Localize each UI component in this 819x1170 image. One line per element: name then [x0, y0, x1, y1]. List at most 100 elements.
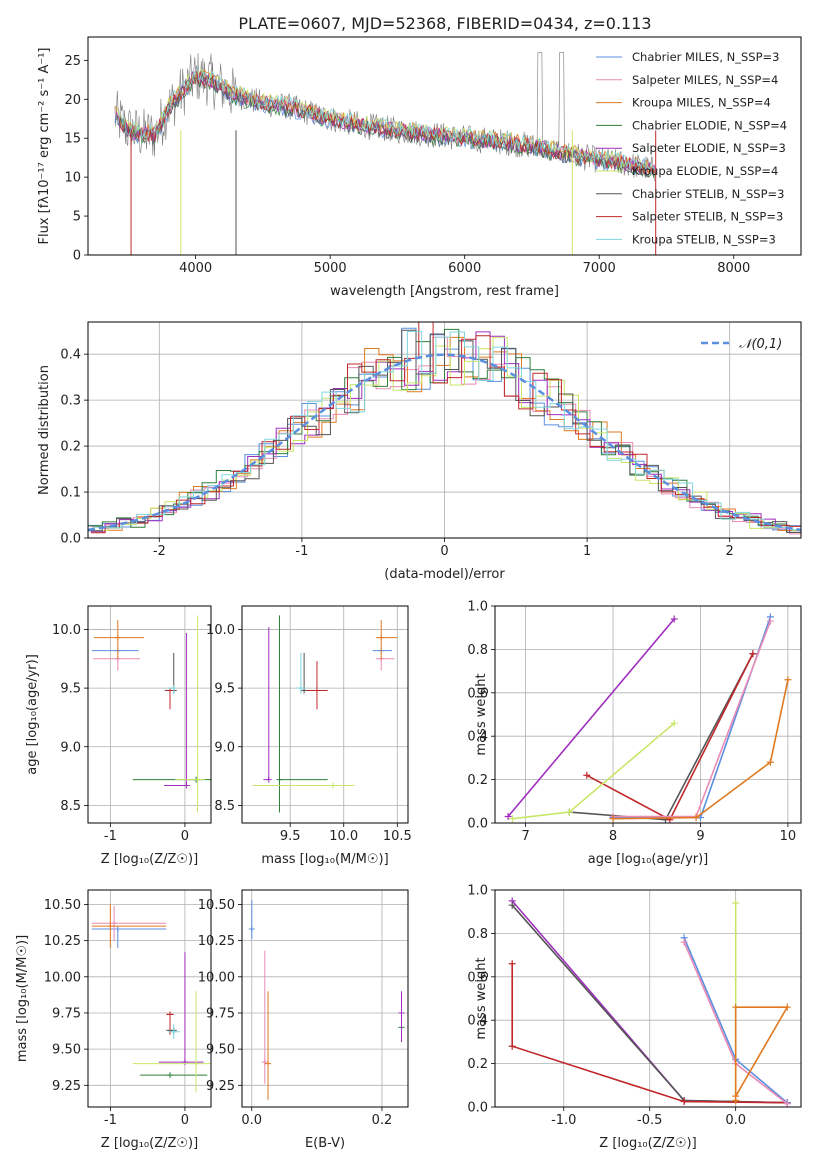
- x-tick-label: 0: [181, 829, 189, 844]
- data-point: [297, 685, 304, 692]
- y-tick-label: 9.50: [206, 1043, 235, 1058]
- mass-weight-point: [692, 814, 700, 822]
- y-tick-label: 9.25: [52, 1079, 81, 1094]
- y-tick-label: 0.8: [467, 643, 488, 658]
- y-tick-label: 9.0: [60, 740, 81, 755]
- mass-weight-vs-metallicity-panel: -1.0 -0.5 0.0 0.0 0.2 0.4 0.6 0.8 1.0 Z [log₁₀(Z/…: [467, 884, 802, 1151]
- mass-weight-line: [734, 1006, 789, 1101]
- mass-vs-extinction-panel: 0.0 0.2 9.25 9.50 9.75 10.00 10.25 10.50 E(B-V): [198, 889, 409, 1151]
- x-axis-label: (data-model)/error: [384, 567, 505, 582]
- legend-label: Salpeter STELIB, N_SSP=3: [632, 210, 783, 224]
- mass-weight-point: [504, 812, 512, 820]
- mass-weight-point: [508, 901, 516, 909]
- y-tick-label: 0.6: [467, 970, 488, 985]
- x-tick-label: 4000: [179, 261, 212, 276]
- model-spectrum-line: [117, 72, 656, 178]
- data-point: [248, 926, 255, 933]
- mass-weight-point: [732, 1003, 740, 1011]
- data-point: [107, 923, 114, 930]
- mass-weight-point: [732, 1092, 740, 1100]
- y-tick-label: 10.0: [206, 623, 235, 638]
- y-tick-label: 9.5: [214, 682, 235, 697]
- x-tick-label: 0: [181, 1113, 189, 1128]
- x-tick-label: 2: [726, 544, 734, 559]
- axes-frame: [494, 605, 802, 824]
- mass-weight-line: [613, 620, 772, 818]
- residual-histogram: [90, 336, 801, 535]
- x-tick-label: 9: [696, 829, 704, 844]
- y-tick-label: 20: [64, 93, 81, 108]
- x-tick-label: -2: [153, 544, 166, 559]
- y-tick-label: 0.6: [467, 686, 488, 701]
- y-tick-label: 0.2: [467, 773, 488, 788]
- y-tick-label: 10.50: [198, 898, 235, 913]
- legend-label: Chabrier ELODIE, N_SSP=4: [632, 118, 787, 132]
- mass-weight-point: [508, 1042, 516, 1050]
- x-axis-label: age [log₁₀(age/yr)]: [588, 852, 709, 867]
- data-point: [170, 1028, 177, 1035]
- plot-area: [248, 900, 405, 1100]
- data-point: [398, 1009, 405, 1016]
- x-axis-label: mass [log₁₀(M/M☉)]: [261, 852, 388, 867]
- x-tick-label: -1: [104, 829, 117, 844]
- y-tick-label: 9.50: [52, 1043, 81, 1058]
- axes-frame: [87, 605, 212, 824]
- y-tick-label: 1.0: [467, 600, 488, 615]
- x-axis-label: Z [log₁₀(Z/Z☉)]: [599, 1136, 696, 1151]
- data-point: [261, 1059, 268, 1066]
- y-tick-label: 9.0: [214, 740, 235, 755]
- mass-weight-point: [783, 1100, 791, 1107]
- model-spectrum-line: [115, 67, 655, 175]
- spectrum-panel: 4000 5000 6000 7000 8000 0 5 10 15 20 25 wavelength…: [37, 36, 802, 299]
- data-point: [378, 634, 385, 641]
- data-point: [276, 776, 283, 783]
- y-tick-label: 25: [64, 54, 81, 69]
- legend-label: Chabrier STELIB, N_SSP=3: [632, 187, 784, 201]
- model-spectrum-line: [117, 67, 657, 174]
- x-tick-label: 0.0: [241, 1113, 262, 1128]
- y-axis-label: age [log₁₀(age/yr)]: [25, 654, 40, 775]
- mass-weight-point: [670, 719, 678, 727]
- mass-weight-point: [609, 815, 617, 823]
- x-tick-label: 5000: [314, 261, 347, 276]
- x-tick-label: -1.0: [551, 1113, 576, 1128]
- mass-weight-point: [766, 617, 774, 625]
- data-point: [181, 1059, 188, 1066]
- data-point: [183, 782, 190, 789]
- age-vs-mass-panel: 9.5 10.0 10.5 8.5 9.0 9.5 10.0 mass [log₁₀(M/M☉…: [206, 605, 412, 867]
- mass-weight-vs-age-panel: 7 8 9 10 0.0 0.2 0.4 0.6 0.8 1.0 age [log₁₀(age/yr…: [467, 600, 802, 867]
- y-tick-label: 15: [64, 132, 81, 147]
- y-tick-label: 0.0: [467, 817, 488, 832]
- mass-weight-line: [507, 618, 675, 818]
- x-tick-label: 7000: [583, 261, 616, 276]
- y-tick-label: 9.25: [206, 1079, 235, 1094]
- y-tick-label: 0: [73, 249, 81, 264]
- y-axis-label: Normed distribution: [37, 365, 52, 495]
- mass-weight-point: [583, 771, 591, 779]
- y-tick-label: 1.0: [467, 884, 488, 899]
- plot-area: [504, 613, 792, 823]
- data-point: [265, 1060, 272, 1067]
- x-tick-label: 1: [583, 544, 591, 559]
- plot-area: [91, 615, 211, 813]
- residual-histogram: [93, 331, 801, 531]
- gaussian-curve: [88, 353, 801, 532]
- mass-weight-point: [508, 815, 516, 823]
- y-tick-label: 9.75: [52, 1006, 81, 1021]
- plot-area: [508, 897, 791, 1107]
- residual-histogram: [93, 337, 801, 532]
- data-point: [114, 634, 121, 641]
- data-point: [330, 782, 337, 789]
- y-tick-label: 8.5: [60, 799, 81, 814]
- y-tick-label: 0.0: [60, 532, 81, 547]
- data-point: [111, 920, 118, 927]
- legend-label: Chabrier MILES, N_SSP=3: [632, 50, 779, 64]
- axes-frame: [87, 36, 802, 256]
- plot-area: [91, 904, 211, 1093]
- x-axis-label: Z [log₁₀(Z/Z☉)]: [101, 852, 198, 867]
- plot-area: [88, 322, 801, 535]
- y-axis-label: mass [log₁₀(M/M☉)]: [15, 935, 30, 1062]
- mass-weight-point: [784, 676, 792, 684]
- model-spectrum-line: [117, 69, 656, 175]
- y-tick-label: 8.5: [214, 799, 235, 814]
